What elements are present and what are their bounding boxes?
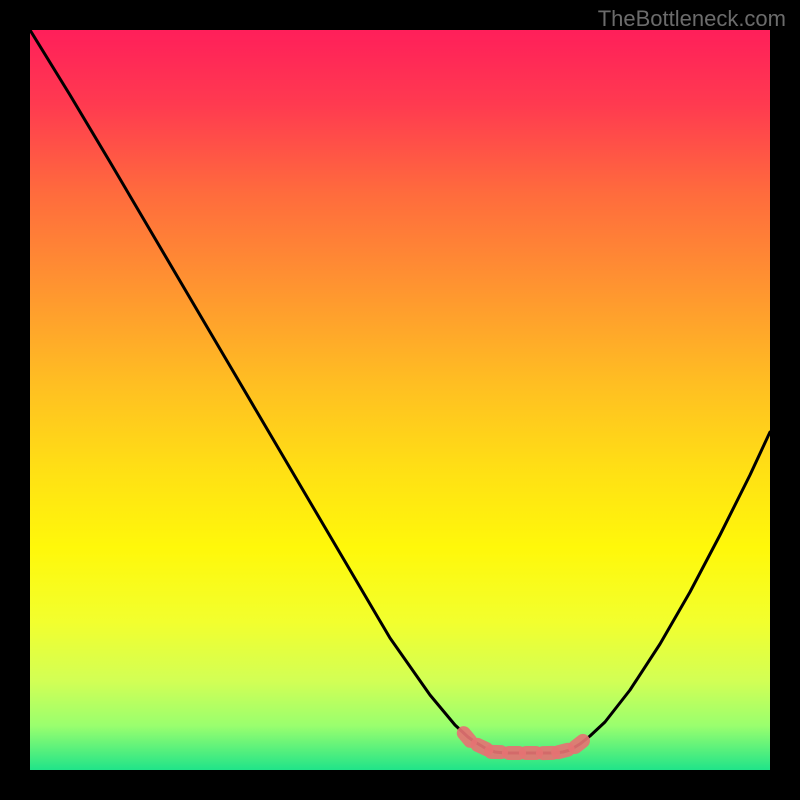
watermark: TheBottleneck.com (598, 6, 786, 32)
chart-area (30, 30, 770, 770)
gradient-background (30, 30, 770, 770)
